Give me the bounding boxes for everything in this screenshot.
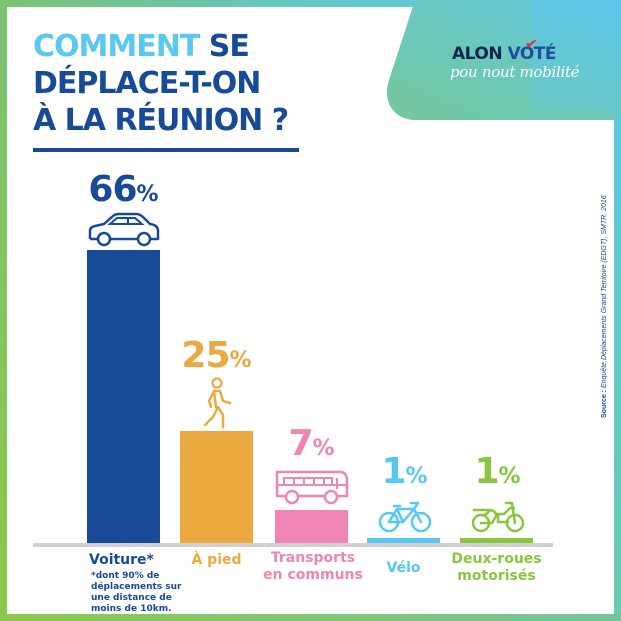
bar-a-pied [180,431,253,543]
motorcycle-icon [471,501,525,533]
page-title: COMMENT SE DÉPLACE-T-ON À LA RÉUNION ? [33,28,289,139]
value-percent-sign: % [498,464,521,489]
label-line: Transports [270,550,356,566]
category-label-transports: Transports en communs [258,550,368,584]
value-label-voiture: 66% [68,172,178,208]
category-label-a-pied: À pied [191,552,242,568]
footnote-line: une distance de [91,593,172,603]
frame-right-border [614,0,621,621]
label-line: en communs [263,567,363,583]
label-line: Deux-roues [451,551,542,567]
category-label-velo: Vélo [386,560,421,576]
value-number: 66 [88,169,137,210]
bicycle-icon [378,501,432,533]
source-text: Enquête Déplacements Grand Territoire (E… [601,195,608,390]
category-label-deux-roues: Deux-roues motorisés [440,551,553,585]
value-percent-sign: % [405,464,428,489]
bar-voiture [87,250,160,543]
logo-wordmark: ALON ✔ VOTÉ [452,34,602,64]
frame-left-border [0,0,7,621]
value-label-deux-roues: 1% [442,454,552,490]
title-line-3: À LA RÉUNION ? [33,103,289,138]
logo-tagline: pou nout mobilité [450,63,580,81]
value-percent-sign: % [136,182,159,207]
label-line: motorisés [457,568,536,584]
value-number: 25 [181,335,230,376]
frame-top-border [0,0,621,7]
title-line-1-rest: SE [199,29,250,64]
car-icon [88,212,160,247]
bar-velo [367,538,440,543]
brand-logo: ALON ✔ VOTÉ pou nout mobilité [450,34,602,81]
footnote-line: *dont 90% de [91,571,160,581]
chart-baseline [33,543,553,547]
bus-icon [275,470,349,505]
bar-transports [275,510,348,543]
category-label-voiture: Voiture* [89,552,154,568]
source-label: Source : [601,389,608,418]
value-number: 1 [474,451,499,492]
bar-deux-roues [460,538,533,543]
logo-background-fill [530,0,621,110]
title-underline [33,148,299,152]
value-percent-sign: % [229,348,252,373]
value-label-transports: 7% [256,426,366,462]
title-accent-word: COMMENT [33,29,200,64]
value-percent-sign: % [312,436,335,461]
logo-vote-text: VOTÉ [507,44,557,64]
value-number: 1 [381,451,406,492]
value-number: 7 [288,423,313,464]
voiture-footnote: *dont 90% de déplacements sur une distan… [91,571,181,615]
title-line-2: DÉPLACE-T-ON [33,66,261,101]
value-label-velo: 1% [349,454,459,490]
source-citation: Source : Enquête Déplacements Grand Terr… [601,195,608,418]
pedestrian-icon [203,377,232,429]
logo-word-alon: ALON [452,44,503,64]
footnote-line: déplacements sur [91,582,182,592]
frame-bottom-border [0,614,621,621]
logo-word-vote: ✔ VOTÉ [507,34,557,64]
value-label-a-pied: 25% [161,338,271,374]
title-line-1: COMMENT SE [33,28,288,65]
footnote-line: moins de 10km. [91,604,172,614]
